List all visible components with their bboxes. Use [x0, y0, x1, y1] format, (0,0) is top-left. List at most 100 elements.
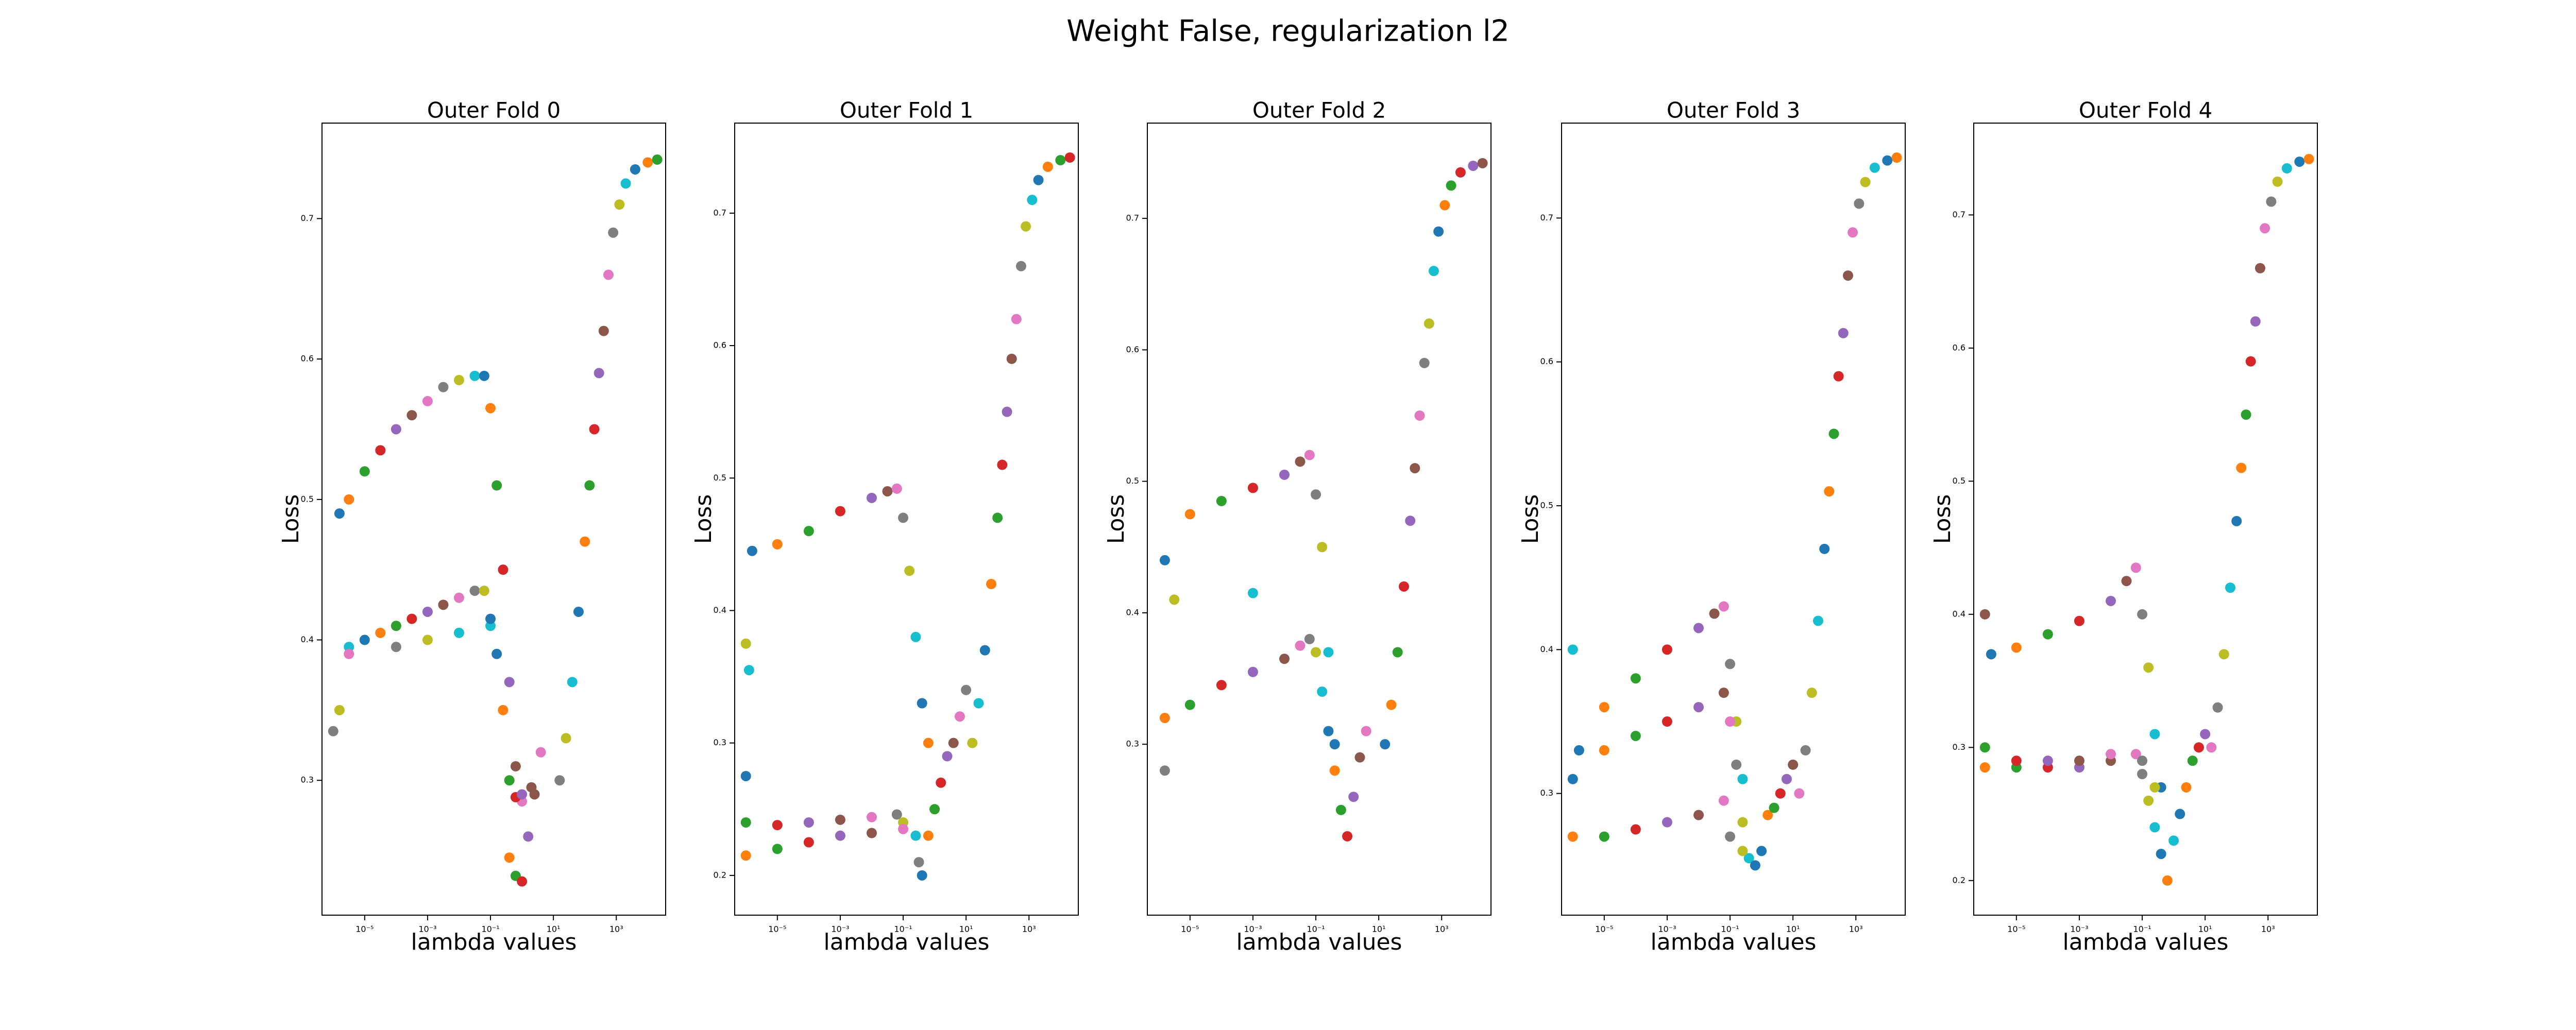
- x-tick-label: 10⁻¹: [1721, 924, 1739, 934]
- data-point: [2105, 749, 2116, 760]
- data-point: [438, 599, 449, 610]
- data-point: [1725, 716, 1736, 727]
- data-point: [967, 737, 978, 748]
- data-point: [2149, 822, 2160, 833]
- data-point: [573, 606, 584, 617]
- data-point: [936, 777, 946, 788]
- x-tick-label: 10⁻¹: [894, 924, 912, 934]
- data-point: [1599, 745, 1609, 756]
- data-point: [479, 586, 489, 596]
- data-point: [1788, 759, 1799, 770]
- data-point: [469, 370, 480, 381]
- x-tick-label: 10⁻⁵: [768, 924, 786, 934]
- data-point: [344, 648, 354, 659]
- x-tick-label: 10³: [1435, 924, 1449, 934]
- data-point: [2137, 769, 2148, 780]
- data-point: [1731, 759, 1742, 770]
- y-tick-label: 0.3: [1126, 739, 1139, 749]
- data-point: [917, 698, 927, 709]
- x-tick-label: 10³: [1022, 924, 1036, 934]
- data-point: [1279, 469, 1290, 480]
- y-tick-label: 0.4: [301, 634, 314, 644]
- data-point: [740, 850, 751, 861]
- data-point: [652, 154, 663, 165]
- data-point: [2042, 629, 2053, 640]
- y-axis-label: Loss: [1517, 494, 1544, 544]
- data-point: [608, 227, 619, 238]
- data-point: [2121, 576, 2132, 587]
- x-tick-label: 10⁻³: [831, 924, 849, 934]
- data-point: [948, 737, 959, 748]
- data-point: [2231, 516, 2242, 526]
- y-tick-label: 0.6: [714, 340, 726, 350]
- data-point: [2149, 729, 2160, 740]
- data-point: [438, 382, 449, 392]
- data-point: [1693, 810, 1704, 820]
- x-tick-label: 10⁻³: [418, 924, 436, 934]
- data-point: [910, 830, 921, 841]
- data-point: [1033, 175, 1044, 185]
- data-point: [1348, 792, 1359, 802]
- data-point: [1882, 155, 1893, 166]
- data-point: [1311, 647, 1321, 658]
- data-point: [1216, 495, 1227, 506]
- data-point: [1159, 765, 1170, 776]
- data-point: [1824, 486, 1835, 497]
- y-tick-label: 0.7: [1126, 213, 1139, 223]
- x-tick-label: 10¹: [547, 924, 561, 934]
- data-point: [1380, 739, 1391, 750]
- axes-frame: [321, 123, 666, 916]
- data-point: [954, 711, 965, 722]
- data-point: [1477, 158, 1488, 168]
- data-point: [1806, 688, 1817, 698]
- y-tick-label: 0.3: [1540, 788, 1553, 798]
- data-point: [1428, 266, 1439, 277]
- data-point: [1006, 353, 1017, 364]
- data-point: [1398, 581, 1409, 592]
- y-tick-label: 0.6: [1953, 342, 1965, 352]
- x-tick-label: 10¹: [1786, 924, 1800, 934]
- data-point: [334, 705, 345, 715]
- data-point: [1159, 555, 1170, 565]
- data-point: [1159, 713, 1170, 724]
- data-point: [1392, 647, 1403, 658]
- data-point: [2245, 356, 2256, 367]
- data-point: [2137, 609, 2148, 620]
- x-tick-label: 10⁻¹: [2133, 924, 2151, 934]
- data-point: [589, 424, 600, 435]
- data-point: [740, 638, 751, 649]
- axes-frame: [1147, 123, 1492, 916]
- data-point: [1775, 788, 1786, 799]
- data-point: [1439, 200, 1450, 211]
- y-tick-label: 0.5: [1540, 501, 1553, 510]
- data-point: [375, 445, 386, 456]
- data-point: [1184, 699, 1195, 710]
- x-tick-label: 10¹: [959, 924, 973, 934]
- data-point: [2143, 662, 2154, 673]
- data-point: [1361, 726, 1371, 736]
- data-point: [1446, 180, 1456, 191]
- data-point: [523, 831, 534, 842]
- x-tick-label: 10⁻⁵: [355, 924, 374, 934]
- data-point: [422, 396, 433, 406]
- data-point: [1848, 227, 1858, 238]
- data-point: [1329, 739, 1340, 750]
- data-point: [2266, 196, 2277, 207]
- data-point: [910, 631, 921, 642]
- data-point: [1567, 831, 1578, 842]
- data-point: [898, 512, 909, 523]
- data-point: [517, 876, 528, 887]
- data-point: [492, 480, 502, 491]
- y-tick-label: 0.3: [714, 737, 726, 747]
- y-tick-label: 0.7: [301, 213, 314, 223]
- data-point: [1693, 623, 1704, 633]
- data-point: [479, 370, 489, 381]
- data-point: [1247, 483, 1258, 493]
- data-point: [1718, 601, 1729, 612]
- data-point: [923, 737, 934, 748]
- data-point: [2193, 742, 2204, 753]
- x-tick-label: 10⁻⁵: [2007, 924, 2025, 934]
- data-point: [1216, 680, 1227, 691]
- data-point: [929, 804, 940, 815]
